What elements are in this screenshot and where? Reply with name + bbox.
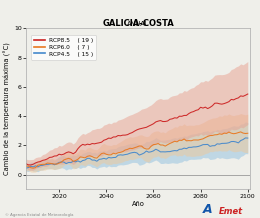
X-axis label: Año: Año — [132, 201, 145, 207]
Legend: RCP8.5    ( 19 ), RCP6.0    ( 7 ), RCP4.5    ( 15 ): RCP8.5 ( 19 ), RCP6.0 ( 7 ), RCP4.5 ( 15… — [31, 35, 96, 60]
Title: GALICIA-COSTA: GALICIA-COSTA — [102, 19, 174, 28]
Text: ANUAL: ANUAL — [127, 21, 149, 27]
Text: A: A — [203, 203, 212, 216]
Y-axis label: Cambio de la temperatura máxima (°C): Cambio de la temperatura máxima (°C) — [4, 43, 11, 175]
Text: Emet: Emet — [218, 207, 243, 216]
Text: © Agencia Estatal de Meteorología: © Agencia Estatal de Meteorología — [5, 213, 74, 217]
